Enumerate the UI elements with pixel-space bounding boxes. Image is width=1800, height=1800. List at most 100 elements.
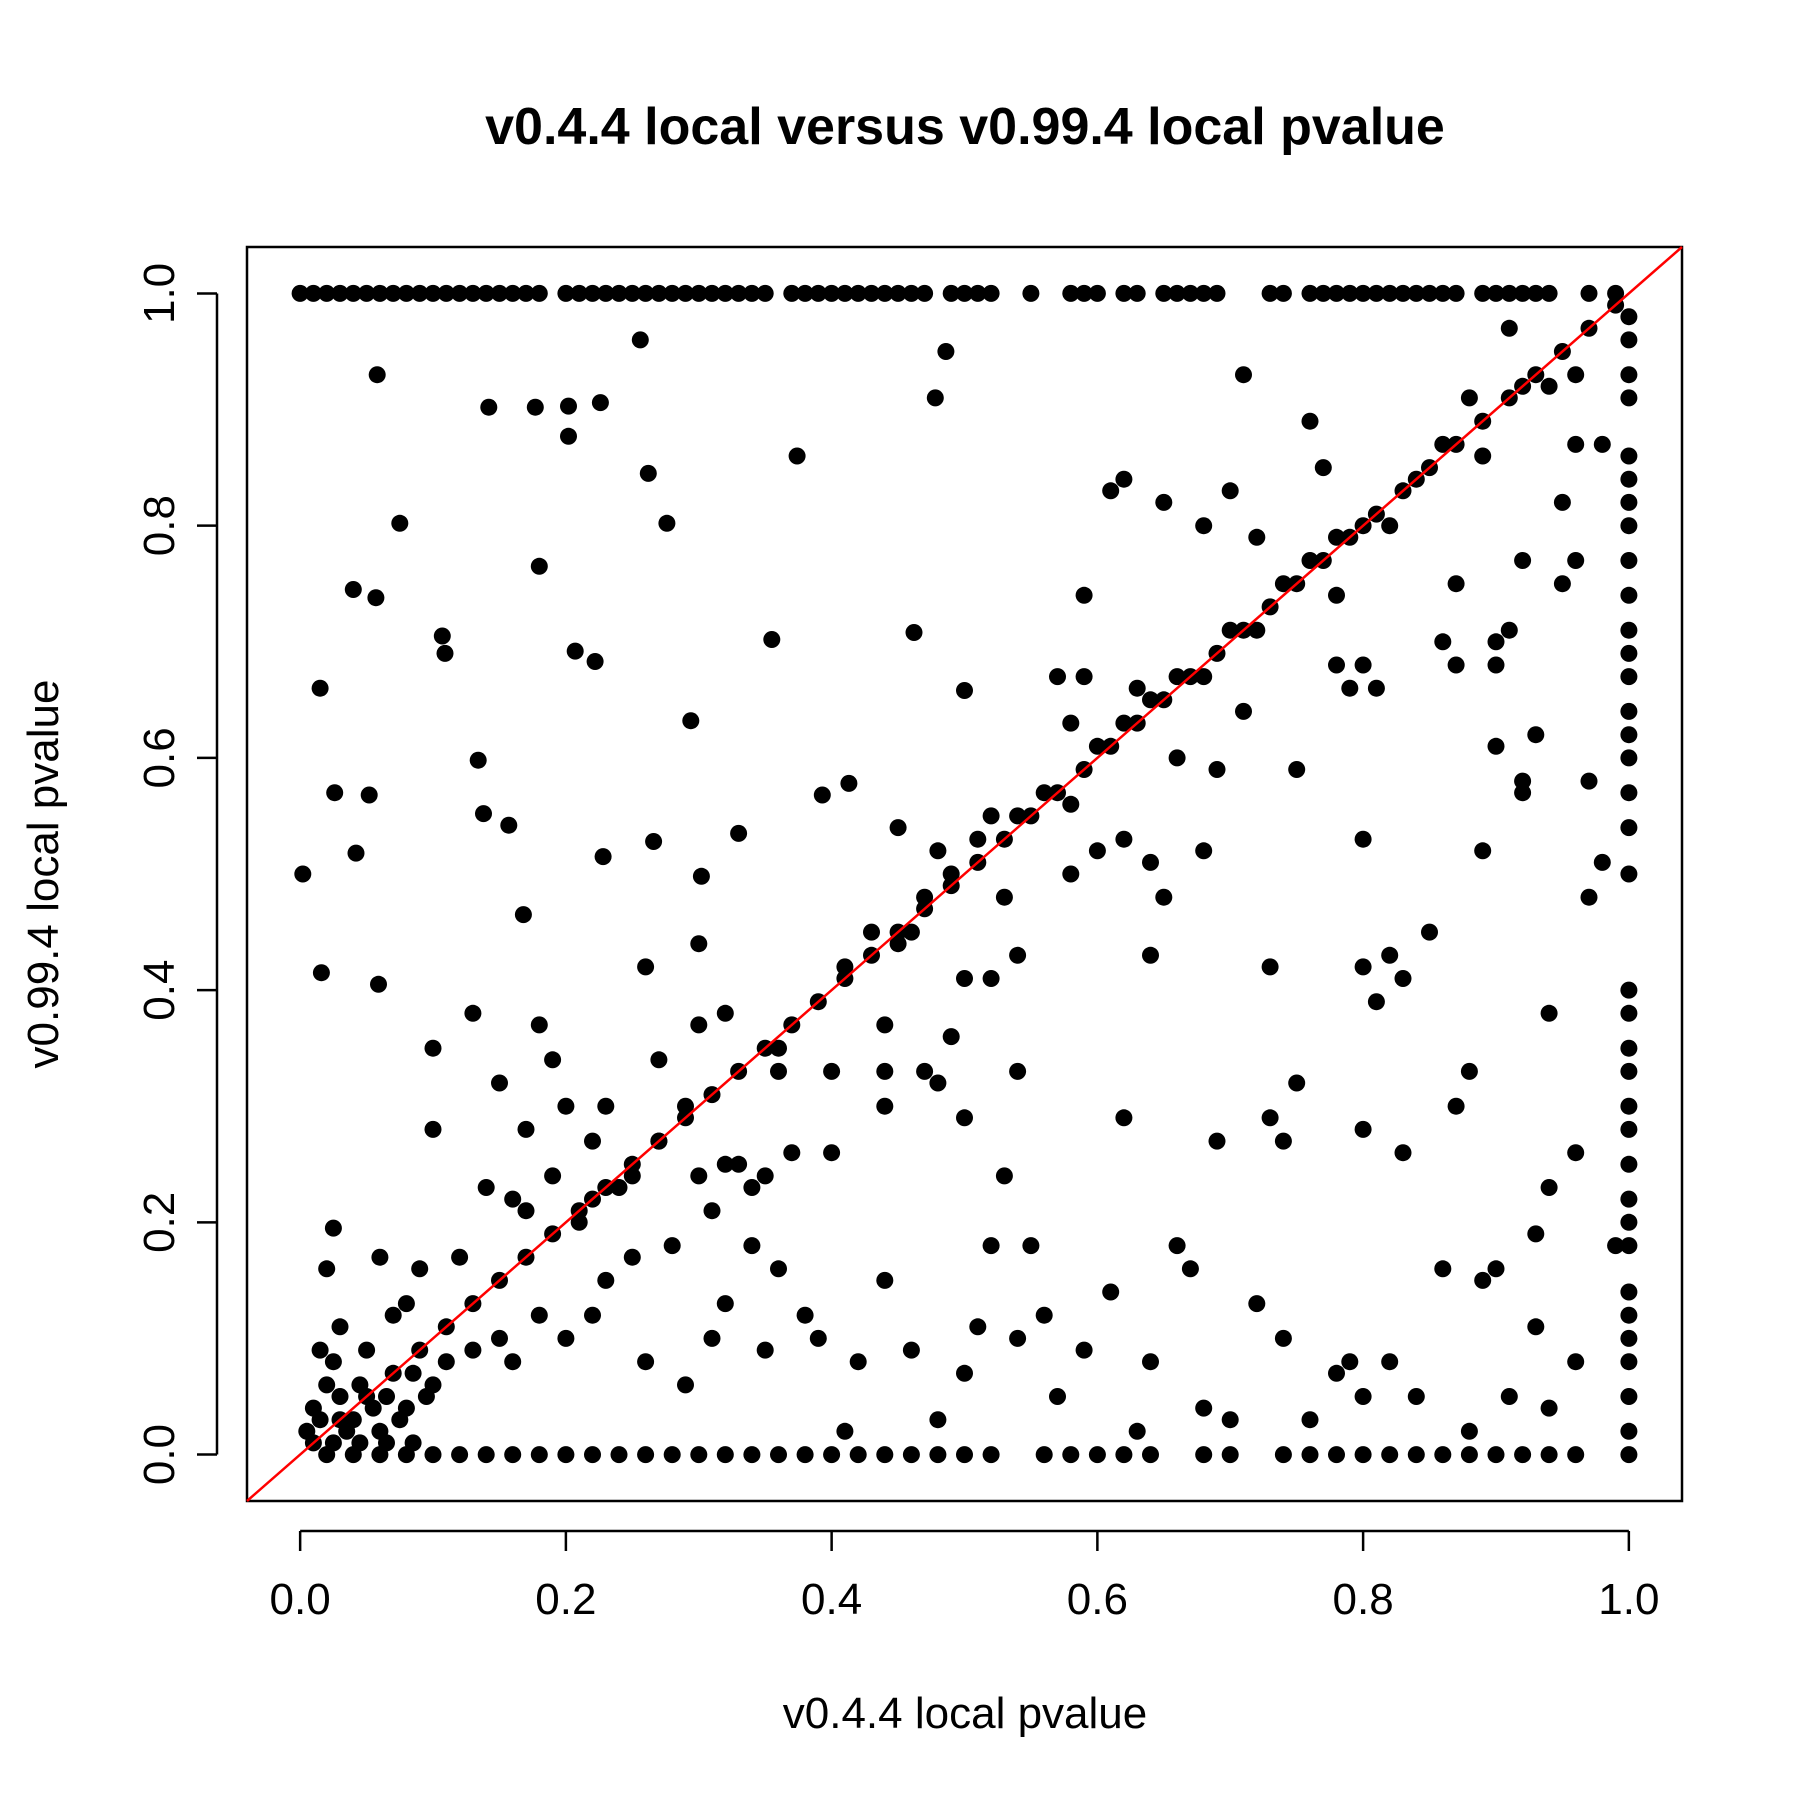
data-point xyxy=(1540,284,1558,302)
data-point xyxy=(517,284,535,302)
data-point xyxy=(491,1329,508,1347)
data-point xyxy=(1381,517,1399,535)
data-point xyxy=(1460,1422,1478,1440)
data-point xyxy=(956,1109,973,1127)
data-point xyxy=(1088,1446,1106,1464)
data-point xyxy=(411,284,429,302)
data-point xyxy=(404,1434,422,1452)
data-point xyxy=(477,1446,495,1464)
data-point xyxy=(849,284,867,302)
data-point xyxy=(1248,528,1266,546)
data-point xyxy=(371,284,389,302)
data-point xyxy=(1620,1097,1638,1115)
data-point xyxy=(530,284,548,302)
data-point xyxy=(1620,1190,1638,1208)
data-point xyxy=(1514,284,1532,302)
data-point xyxy=(1620,331,1638,349)
data-point xyxy=(863,923,880,941)
data-point xyxy=(1487,284,1505,302)
data-point xyxy=(929,1074,947,1092)
data-point xyxy=(716,284,734,302)
data-point xyxy=(358,1341,376,1359)
data-point xyxy=(995,888,1013,906)
data-point xyxy=(770,1039,787,1057)
data-point xyxy=(1620,1283,1638,1301)
data-point xyxy=(658,514,676,532)
data-point xyxy=(876,1097,894,1115)
data-point xyxy=(1407,1388,1425,1405)
data-point xyxy=(956,1364,973,1382)
x-tick-label: 0.6 xyxy=(1067,1575,1128,1624)
data-point xyxy=(1088,842,1106,860)
data-point xyxy=(1301,552,1319,569)
data-point xyxy=(1274,1446,1292,1464)
data-point xyxy=(1620,586,1638,604)
data-point xyxy=(623,1248,641,1266)
data-point xyxy=(1620,749,1638,767)
data-point xyxy=(1142,691,1159,709)
data-point xyxy=(304,284,322,302)
data-point xyxy=(716,1295,734,1313)
data-point xyxy=(1328,1364,1345,1382)
data-point xyxy=(1421,923,1438,941)
data-point xyxy=(1381,946,1399,964)
data-point xyxy=(1447,575,1465,593)
data-point xyxy=(982,284,1000,302)
data-point xyxy=(1620,1004,1638,1022)
data-point xyxy=(1088,284,1106,302)
data-point xyxy=(1155,888,1173,906)
x-axis-label: v0.4.4 local pvalue xyxy=(783,1689,1147,1738)
data-point xyxy=(1620,1422,1638,1440)
data-point xyxy=(763,631,781,648)
data-point xyxy=(1354,958,1372,976)
reference-line xyxy=(246,246,1683,1502)
data-point xyxy=(491,284,508,302)
data-point xyxy=(1620,621,1638,639)
data-point xyxy=(982,1237,1000,1255)
data-point xyxy=(1607,284,1625,302)
data-point xyxy=(730,1155,748,1173)
data-point xyxy=(1500,284,1518,302)
data-point xyxy=(849,1353,867,1371)
data-point xyxy=(916,1062,934,1080)
data-point xyxy=(1620,552,1638,569)
data-point xyxy=(424,1446,442,1464)
data-point xyxy=(982,1446,1000,1464)
data-point xyxy=(451,284,469,302)
data-point xyxy=(637,1353,655,1371)
data-point xyxy=(1022,284,1040,302)
data-point xyxy=(743,1237,761,1255)
y-tick-label: 1.0 xyxy=(135,263,184,324)
data-point xyxy=(371,1248,389,1266)
data-point xyxy=(905,624,923,641)
data-point xyxy=(1620,1237,1638,1255)
data-point xyxy=(942,865,960,883)
data-point xyxy=(1567,552,1585,569)
data-point xyxy=(364,1399,382,1417)
data-point xyxy=(1195,517,1213,535)
data-point xyxy=(770,1260,787,1278)
data-point xyxy=(530,1306,548,1324)
data-point xyxy=(677,1097,694,1115)
data-point xyxy=(1620,308,1638,326)
data-point xyxy=(1208,761,1226,778)
data-point xyxy=(1460,1062,1478,1080)
data-point xyxy=(1088,737,1106,755)
data-point xyxy=(1035,1446,1053,1464)
data-point xyxy=(436,644,454,662)
data-point xyxy=(1102,482,1120,500)
data-point xyxy=(557,1329,575,1347)
data-point xyxy=(937,343,955,360)
data-point xyxy=(623,284,641,302)
data-point xyxy=(1434,435,1452,453)
data-point xyxy=(1620,517,1638,535)
x-tick-label: 0.4 xyxy=(801,1575,862,1624)
data-point xyxy=(1221,1446,1239,1464)
data-point xyxy=(823,1144,841,1162)
data-point xyxy=(637,958,655,976)
data-point xyxy=(809,284,827,302)
data-point xyxy=(464,1341,482,1359)
data-point xyxy=(433,627,451,645)
data-point xyxy=(703,1202,721,1220)
